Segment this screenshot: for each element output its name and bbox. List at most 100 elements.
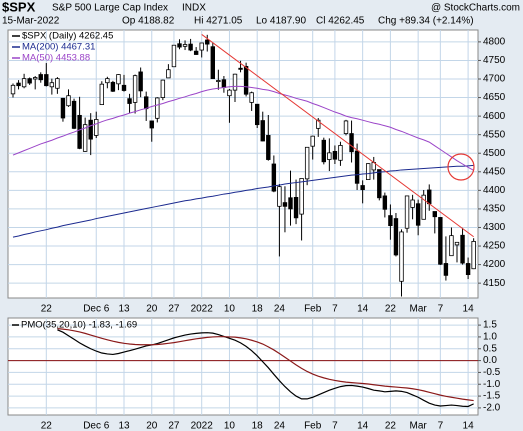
x-tick-label: 2022 — [191, 421, 214, 431]
y-tick-label: 1.0 — [483, 332, 497, 343]
x-tick-label: Mar — [410, 304, 428, 315]
x-tick-label: 14 — [357, 304, 369, 315]
x-tick-label: Mar — [410, 421, 428, 431]
candle-body — [155, 97, 160, 119]
candle-body — [293, 197, 299, 219]
symbol: $SPX — [2, 0, 36, 14]
candle-body — [121, 84, 127, 91]
ohlc-label: Cl 4262.45 — [316, 16, 365, 27]
x-tick-label: Feb — [304, 304, 322, 315]
candle-body — [44, 74, 49, 87]
candle-body — [438, 217, 443, 265]
y-tick-label: 4400 — [483, 185, 506, 196]
y-tick-label: 1.5 — [483, 320, 497, 331]
candle-body — [238, 67, 243, 70]
y-tick-label: 4350 — [483, 204, 506, 215]
x-tick-label: 22 — [385, 304, 397, 315]
x-tick-label: 7 — [438, 304, 444, 315]
x-tick-label: 13 — [118, 304, 130, 315]
candle-body — [77, 114, 82, 149]
x-tick-label: 22 — [41, 304, 53, 315]
candle-body — [349, 133, 354, 153]
x-tick-label: 14 — [463, 304, 475, 315]
candle-body — [399, 231, 404, 282]
candle-body — [421, 194, 426, 220]
candle-body — [260, 120, 265, 142]
x-tick-label: 10 — [224, 304, 236, 315]
indicator-line — [57, 328, 474, 402]
index-name: S&P 500 Large Cap Index — [52, 3, 168, 14]
candle-body — [138, 71, 143, 92]
candle-body — [38, 74, 43, 81]
source: @ StockCharts.com — [431, 3, 520, 14]
x-tick-label: 7 — [438, 421, 444, 431]
legend-label: MA(50) 4453.88 — [22, 53, 90, 64]
candle-body — [193, 50, 199, 55]
candle-body — [132, 75, 138, 103]
candle-body — [116, 74, 121, 85]
moving-average — [12, 164, 474, 238]
x-tick-label: Feb — [304, 421, 322, 431]
x-tick-label: 20 — [146, 421, 158, 431]
x-tick-label: 7 — [332, 421, 338, 431]
candle-body — [299, 178, 304, 215]
candle-body — [321, 139, 326, 163]
candle-body — [382, 195, 388, 210]
candle-body — [432, 211, 437, 218]
candle-body — [199, 42, 204, 51]
candle-body — [171, 44, 177, 68]
y-tick-label: 4500 — [483, 148, 506, 159]
x-tick-label: 14 — [463, 421, 475, 431]
x-tick-label: Dec 6 — [83, 304, 110, 315]
candle-body — [316, 119, 321, 129]
candle-body — [143, 96, 149, 110]
indicator-line — [57, 329, 474, 408]
x-tick-label: 18 — [252, 304, 264, 315]
candle-body — [243, 65, 249, 95]
x-tick-label: 20 — [146, 304, 158, 315]
legend-label: $SPX (Daily) 4262.45 — [22, 31, 113, 42]
y-tick-label: 4800 — [483, 37, 506, 48]
candle-body — [338, 145, 343, 161]
y-tick-label: 4200 — [483, 259, 506, 270]
candle-body — [404, 195, 410, 229]
candle-body — [21, 78, 27, 88]
candle-body — [16, 82, 21, 87]
candle-body — [216, 80, 221, 82]
plot-area — [7, 317, 479, 416]
y-tick-label: 4700 — [483, 74, 506, 85]
x-tick-label: 18 — [252, 421, 264, 431]
candle-body — [277, 186, 282, 207]
candle-body — [94, 119, 99, 136]
candle-body — [460, 234, 465, 264]
ohlc-label: Hi 4271.05 — [194, 16, 243, 27]
panel-title: PMO(35,20,10) -1.83, -1.69 — [21, 320, 137, 331]
change-label: Chg +89.34 (+2.14%) — [378, 16, 474, 27]
candle-body — [310, 135, 315, 147]
candle-body — [427, 189, 432, 205]
candle-body — [249, 92, 254, 103]
x-tick-label: 7 — [332, 304, 338, 315]
candle-body — [471, 241, 476, 270]
ohlc-label: Lo 4187.90 — [256, 16, 306, 27]
candle-body — [127, 98, 132, 104]
y-tick-label: 4550 — [483, 129, 506, 140]
x-tick-label: 24 — [274, 421, 286, 431]
candle-body — [360, 185, 365, 191]
candle-body — [188, 43, 193, 51]
x-tick-label: 10 — [224, 421, 236, 431]
candle-body — [443, 263, 449, 276]
candle-body — [449, 235, 454, 257]
candle-body — [99, 83, 104, 106]
candle-body — [332, 150, 338, 160]
candle-body — [210, 46, 215, 80]
candle-body — [266, 135, 271, 160]
x-tick-label: 22 — [385, 421, 397, 431]
candle-body — [110, 81, 116, 92]
candle-body — [27, 78, 32, 84]
candle-body — [105, 78, 110, 84]
candle-body — [377, 169, 382, 199]
x-tick-label: 14 — [357, 421, 369, 431]
